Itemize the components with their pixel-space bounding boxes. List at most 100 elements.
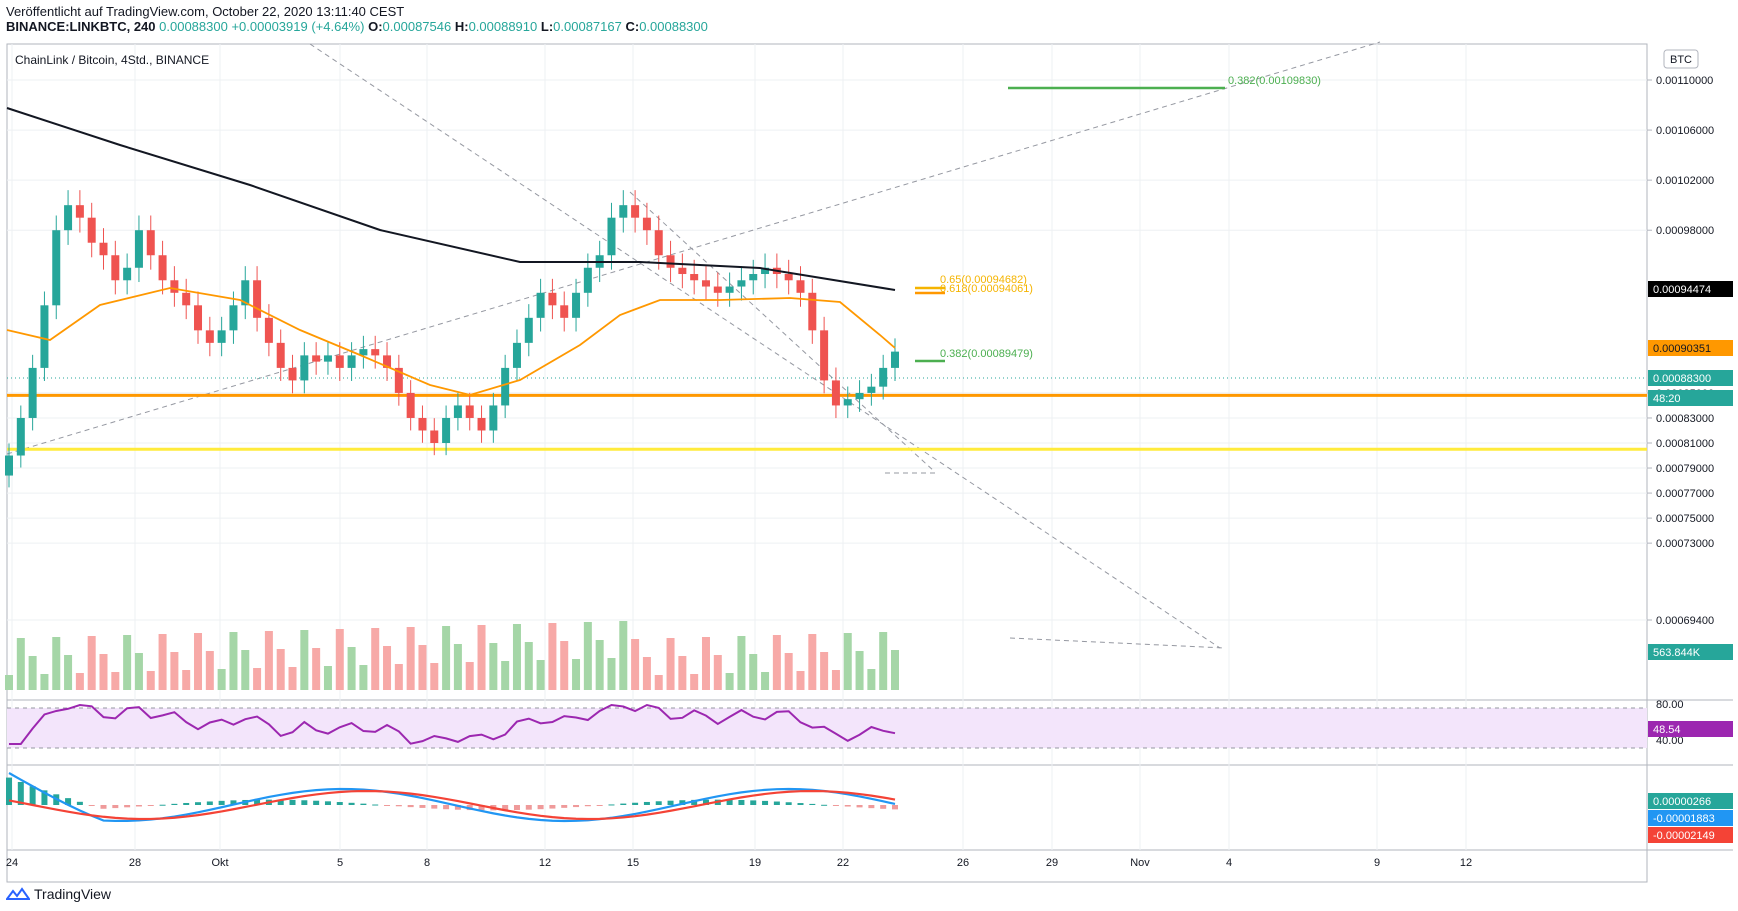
candle-body — [619, 205, 628, 218]
volume-bar — [394, 664, 403, 690]
macd-histogram-bar — [313, 800, 320, 805]
volume-bar — [654, 675, 663, 690]
macd-histogram-bar — [88, 805, 95, 806]
volume-bar — [690, 674, 699, 690]
volume-bar — [642, 657, 651, 690]
trading-chart[interactable]: 0.382(0.00109830) 0.65(0.00094682)0.618(0… — [0, 0, 1738, 885]
macd-histogram-bar — [360, 803, 367, 805]
candle-body — [75, 205, 84, 218]
price-label-box — [1648, 793, 1733, 809]
fib-level-label: 0.382(0.00109830) — [1228, 75, 1321, 87]
chart-legend: ChainLink / Bitcoin, 4Std., BINANCE — [15, 53, 209, 67]
macd-histogram-bar — [478, 805, 485, 811]
candle-body — [264, 317, 273, 343]
candle-body — [560, 305, 569, 318]
macd-pane — [6, 772, 898, 823]
moving-averages — [6, 107, 896, 396]
volume-bar — [583, 622, 592, 690]
macd-histogram-bar — [632, 802, 639, 805]
trendlines[interactable] — [6, 41, 1381, 649]
header-info: Veröffentlicht auf TradingView.com, Octo… — [6, 4, 708, 34]
macd-histogram-bar — [584, 805, 591, 807]
price-label: 0.00090351 — [1653, 343, 1711, 355]
macd-histogram-bar — [596, 805, 603, 806]
candle-body — [501, 367, 510, 406]
candle-body — [666, 255, 675, 268]
candle-body — [40, 305, 49, 368]
high-value: 0.00088910 — [468, 19, 538, 34]
macd-histogram-bar — [277, 799, 284, 805]
candle-body — [335, 355, 344, 368]
candle-body — [170, 280, 179, 293]
macd-histogram-bar — [880, 805, 887, 809]
price-axis: 0.00110000 0.00106000 0.00102000 0.00098000… — [1647, 75, 1733, 843]
price-label: 0.00000266 — [1653, 796, 1711, 808]
candle-body — [406, 392, 415, 418]
price-label-box — [1648, 390, 1733, 406]
x-tick-label: 12 — [539, 857, 551, 869]
x-tick-label: 12 — [1460, 857, 1472, 869]
x-tick-label: 26 — [957, 857, 969, 869]
candle-body — [288, 367, 297, 381]
brand-name: TradingView — [34, 886, 112, 902]
macd-line — [8, 772, 896, 823]
volume-bar — [749, 654, 758, 690]
macd-histogram-bar — [289, 799, 296, 805]
volume-bar — [371, 628, 380, 690]
candle-body — [524, 317, 533, 343]
price-label: -0.00001883 — [1653, 813, 1715, 825]
volume-bar — [560, 641, 569, 690]
fib-levels[interactable]: 0.382(0.00109830) 0.65(0.00094682)0.618(0… — [915, 75, 1321, 363]
ma-50-line — [6, 287, 896, 396]
candle-body — [489, 405, 498, 431]
candle-body — [134, 230, 143, 268]
rsi-lower-label: 40.00 — [1656, 735, 1684, 747]
macd-histogram-bar — [17, 781, 24, 805]
volume-bar — [879, 632, 888, 690]
x-tick-label: 4 — [1226, 857, 1232, 869]
price-label: 563.844K — [1653, 647, 1701, 659]
volume-bar — [631, 639, 640, 690]
candle-body — [867, 386, 876, 393]
macd-histogram-bar — [348, 802, 355, 805]
volume-bar — [701, 637, 710, 690]
volume-bar — [134, 653, 143, 690]
volume-bar — [761, 672, 770, 690]
macd-histogram-bar — [561, 805, 568, 808]
macd-histogram-bar — [525, 805, 532, 810]
currency-badge-box[interactable] — [1663, 49, 1699, 69]
rsi-pane: 80.00 40.00 — [7, 699, 1684, 749]
horizontal-levels[interactable] — [7, 377, 1647, 451]
volume-bar — [808, 634, 817, 690]
price-label-box — [1648, 810, 1733, 826]
macd-histogram-bar — [124, 805, 131, 808]
candle-body — [205, 330, 214, 343]
tradingview-logo[interactable]: TradingView — [6, 886, 111, 902]
macd-histogram-bar — [868, 805, 875, 809]
x-tick-label: 29 — [1046, 857, 1058, 869]
macd-histogram-bar — [856, 805, 863, 808]
volume-bar — [335, 629, 344, 690]
price-label-box — [1648, 644, 1733, 660]
candle-body — [418, 417, 427, 431]
candle-body — [891, 351, 899, 368]
candle-body — [229, 305, 238, 331]
x-tick-label: Okt — [211, 857, 228, 869]
volume-bar — [28, 656, 37, 690]
macd-histogram-bar — [419, 805, 426, 808]
macd-histogram-bar — [135, 805, 142, 807]
candle-body — [725, 286, 734, 293]
y-tick-label: 0.00075000 — [1656, 513, 1714, 525]
macd-histogram-bar — [750, 800, 757, 805]
volume-bar — [264, 631, 273, 690]
macd-histogram-bar — [384, 805, 391, 806]
low-value: 0.00087167 — [553, 19, 622, 34]
volume-bar — [312, 648, 321, 690]
candle-body — [123, 267, 132, 281]
volume-bar — [5, 675, 13, 690]
volume-bar — [867, 669, 876, 690]
candle-body — [808, 292, 817, 331]
macd-histogram-bar — [821, 804, 828, 806]
x-tick-label: 24 — [6, 857, 18, 869]
fib-level-label: 0.382(0.00089479) — [940, 348, 1033, 360]
